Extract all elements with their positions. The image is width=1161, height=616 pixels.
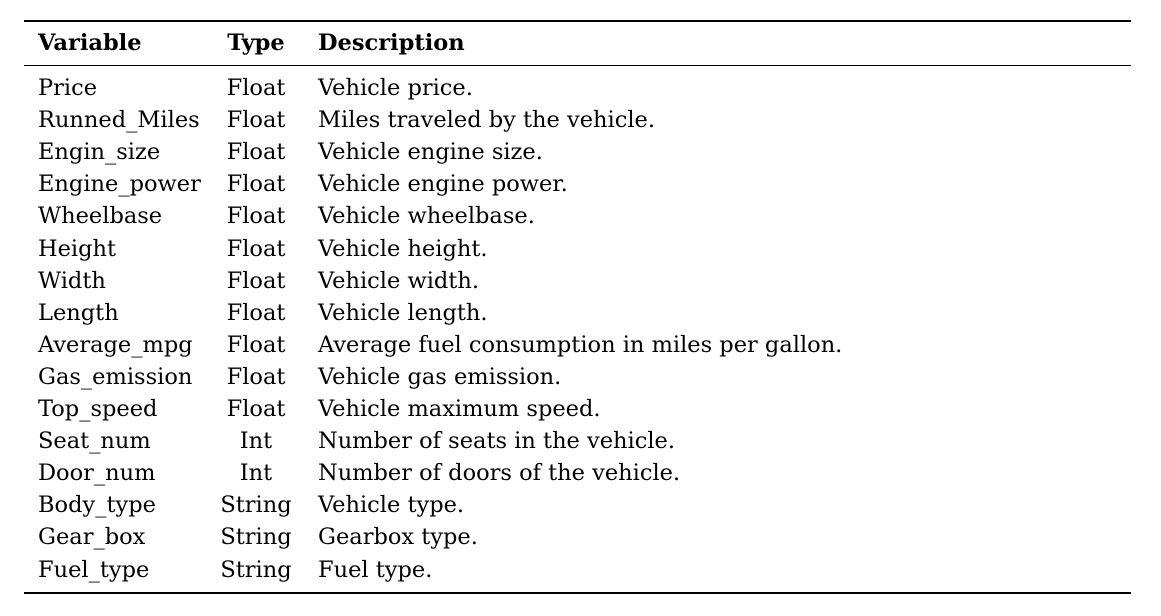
description-cell: Vehicle maximum speed.: [318, 396, 601, 422]
description-cell: Vehicle type.: [318, 492, 465, 519]
type-cell: Float: [226, 139, 286, 166]
description-cell: Average fuel consumption in miles per ga…: [318, 331, 843, 358]
description-cell: Miles traveled by the vehicle.: [318, 107, 655, 134]
description-cell: Vehicle width.: [318, 267, 479, 294]
variable-cell: Price: [38, 75, 98, 101]
variable-cell: Seat_num: [38, 428, 151, 455]
description-cell: Vehicle engine size.: [318, 139, 543, 166]
variable-cell: Length: [38, 299, 119, 326]
type-cell: Float: [226, 299, 286, 326]
type-cell: Int: [239, 428, 273, 455]
header-type: Type: [227, 30, 285, 56]
description-cell: Vehicle engine power.: [318, 171, 568, 198]
type-cell: String: [220, 556, 292, 583]
description-cell: Vehicle height.: [318, 235, 488, 262]
variable-cell: Wheelbase: [38, 203, 163, 230]
variable-cell: Top_speed: [38, 396, 158, 422]
type-cell: Float: [226, 203, 286, 230]
variable-cell: Body_type: [38, 492, 156, 519]
description-cell: Vehicle length.: [318, 299, 488, 326]
variable-cell: Runned_Miles: [38, 107, 200, 134]
type-cell: Float: [226, 171, 286, 198]
type-cell: String: [220, 524, 292, 551]
variable-cell: Gear_box: [38, 524, 146, 551]
description-cell: Number of seats in the vehicle.: [318, 428, 676, 455]
type-cell: Float: [226, 363, 286, 390]
type-cell: Float: [226, 235, 286, 262]
variable-cell: Door_num: [38, 460, 156, 487]
description-cell: Vehicle gas emission.: [318, 363, 562, 390]
type-cell: Float: [226, 396, 286, 422]
table-bottom-rule: [24, 592, 1131, 594]
description-cell: Vehicle price.: [318, 75, 473, 101]
variable-cell: Average_mpg: [38, 331, 193, 358]
variable-cell: Width: [38, 267, 106, 294]
description-cell: Vehicle wheelbase.: [318, 203, 535, 230]
type-cell: String: [220, 492, 292, 519]
description-cell: Fuel type.: [318, 556, 433, 583]
variable-cell: Fuel_type: [38, 556, 150, 583]
variable-cell: Height: [38, 235, 117, 262]
type-cell: Float: [226, 107, 286, 134]
type-cell: Float: [226, 267, 286, 294]
table-header-rule: [24, 65, 1131, 66]
table-top-rule: [24, 20, 1131, 22]
description-cell: Number of doors of the vehicle.: [318, 460, 681, 487]
header-variable: Variable: [38, 30, 142, 56]
variable-cell: Engine_power: [38, 171, 201, 198]
type-cell: Float: [226, 75, 286, 101]
variable-cell: Engin_size: [38, 139, 161, 166]
type-cell: Float: [226, 331, 286, 358]
header-description: Description: [318, 30, 465, 56]
type-cell: Int: [239, 460, 273, 487]
description-cell: Gearbox type.: [318, 524, 478, 551]
variable-cell: Gas_emission: [38, 363, 193, 390]
